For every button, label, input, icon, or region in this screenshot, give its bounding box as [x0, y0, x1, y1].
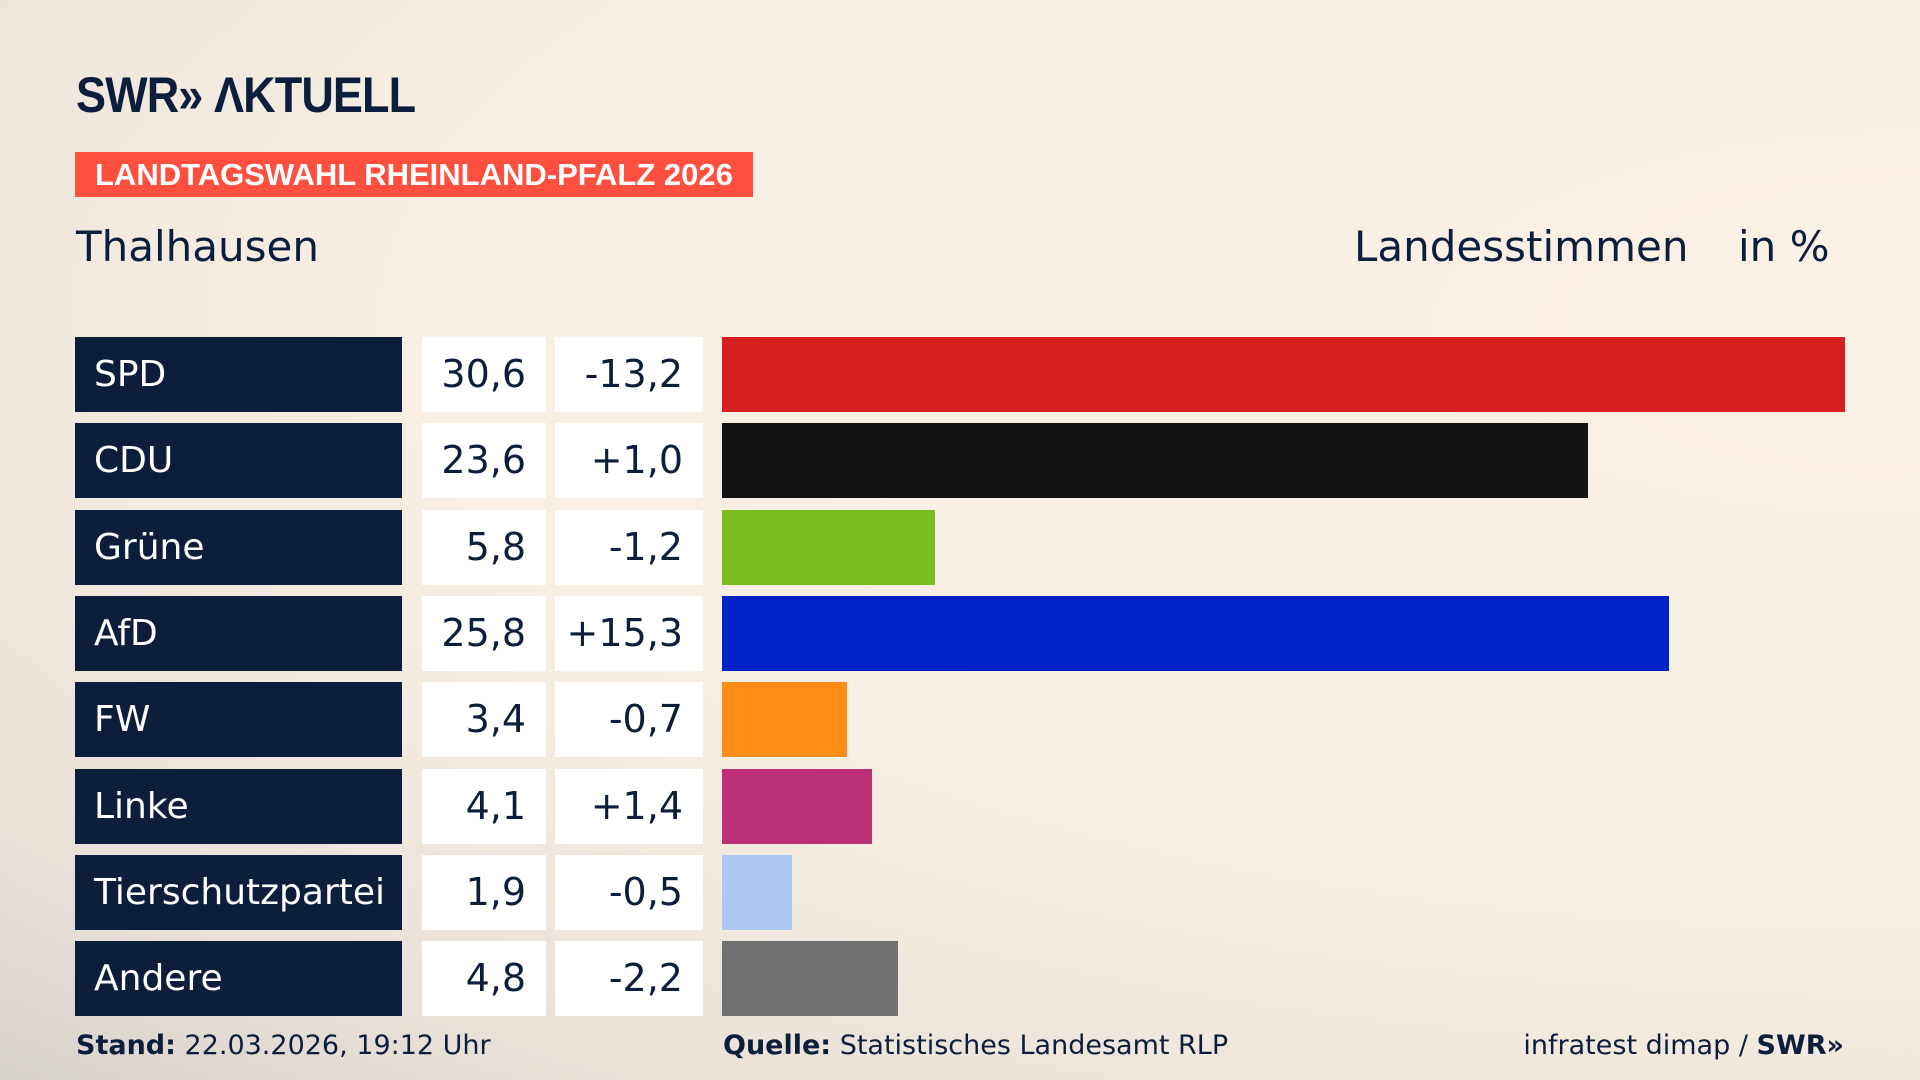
party-value: 1,9 — [422, 854, 546, 930]
party-row: SPD 30,6 -13,2 — [0, 337, 1920, 412]
party-row: Grüne 5,8 -1,2 — [0, 509, 1920, 585]
party-diff: +15,3 — [555, 595, 703, 671]
stand-value: 22.03.2026, 19:12 Uhr — [184, 1030, 491, 1061]
swr-aktuell-logo: SWR» ΛKTUELL — [76, 67, 416, 123]
party-diff: +1,0 — [555, 423, 703, 499]
party-diff: -13,2 — [555, 337, 703, 412]
party-name: CDU — [75, 423, 402, 499]
party-diff: -0,5 — [555, 854, 703, 930]
party-bar — [722, 768, 873, 844]
party-name: SPD — [75, 337, 402, 412]
source-label: Quelle: — [723, 1030, 832, 1061]
party-row: AfD 25,8 +15,3 — [0, 595, 1920, 671]
source-info: Quelle: Statistisches Landesamt RLP — [723, 1030, 1228, 1061]
election-banner: LANDTAGSWAHL RHEINLAND-PFALZ 2026 — [75, 152, 753, 197]
party-name: FW — [75, 682, 402, 758]
party-value: 4,1 — [422, 768, 546, 844]
place-title: Thalhausen — [76, 222, 319, 271]
party-name: Tierschutzpartei — [75, 854, 402, 930]
party-name: Linke — [75, 768, 402, 844]
party-value: 3,4 — [422, 682, 546, 758]
stand-label: Stand: — [76, 1030, 176, 1061]
party-value: 23,6 — [422, 423, 546, 499]
party-row: Tierschutzpartei 1,9 -0,5 — [0, 854, 1920, 930]
party-row: CDU 23,6 +1,0 — [0, 423, 1920, 499]
party-name: Grüne — [75, 509, 402, 585]
credit: infratest dimap / SWR» — [1523, 1030, 1844, 1061]
party-row: Andere 4,8 -2,2 — [0, 941, 1920, 1017]
source-value: Statistisches Landesamt RLP — [839, 1030, 1229, 1061]
unit-label: in % — [1738, 222, 1830, 271]
party-row: Linke 4,1 +1,4 — [0, 768, 1920, 844]
party-diff: +1,4 — [555, 768, 703, 844]
party-bar — [722, 509, 935, 585]
party-row: FW 3,4 -0,7 — [0, 682, 1920, 758]
party-bar — [722, 682, 847, 758]
party-value: 30,6 — [422, 337, 546, 412]
party-value: 4,8 — [422, 941, 546, 1017]
stand-info: Stand: 22.03.2026, 19:12 Uhr — [76, 1030, 491, 1061]
vote-type-label: Landesstimmen — [1354, 222, 1689, 271]
party-bar — [722, 941, 899, 1017]
credit-text: infratest dimap / — [1523, 1030, 1748, 1061]
party-diff: -0,7 — [555, 682, 703, 758]
party-bar — [722, 423, 1589, 499]
party-diff: -2,2 — [555, 941, 703, 1017]
party-bar — [722, 337, 1845, 412]
party-bar — [722, 854, 792, 930]
party-value: 5,8 — [422, 509, 546, 585]
party-value: 25,8 — [422, 595, 546, 671]
party-name: Andere — [75, 941, 402, 1017]
party-name: AfD — [75, 595, 402, 671]
party-diff: -1,2 — [555, 509, 703, 585]
party-bar — [722, 595, 1669, 671]
swr-logo-small: SWR» — [1756, 1030, 1844, 1061]
